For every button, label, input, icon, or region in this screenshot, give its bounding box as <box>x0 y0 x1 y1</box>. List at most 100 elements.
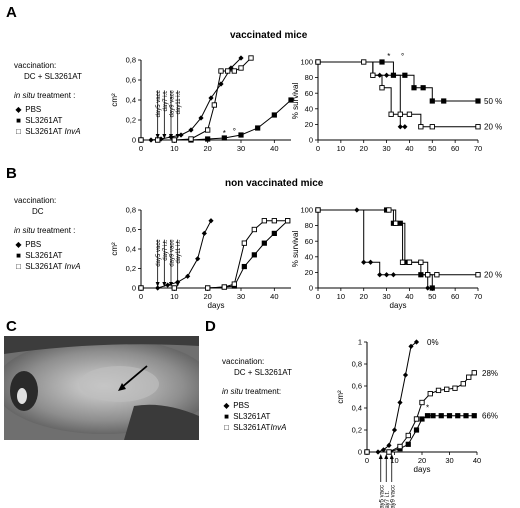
treatment-arrow: day9 vacc <box>389 454 396 508</box>
panel-b-title: non vaccinated mice <box>225 178 324 189</box>
data-point <box>463 413 469 419</box>
x-tick-label: 50 <box>428 292 436 301</box>
x-tick-label: 0 <box>316 144 320 153</box>
y-tick-label: 0,4 <box>126 245 136 254</box>
series-line <box>141 220 288 289</box>
data-point <box>379 59 385 65</box>
data-point <box>188 136 194 142</box>
series-open-square <box>315 59 481 130</box>
y-tick-label: 0,6 <box>126 225 136 234</box>
x-tick-label: 0 <box>139 144 143 153</box>
x-tick-label: 50 <box>428 144 436 153</box>
data-point <box>405 441 411 447</box>
data-point <box>364 449 370 455</box>
data-point <box>380 447 387 453</box>
treatment-em: in situ <box>222 387 243 396</box>
data-point <box>397 111 403 117</box>
data-point <box>402 72 408 78</box>
series-line <box>318 209 429 288</box>
y-tick-label: 0,8 <box>126 56 136 65</box>
filled-square-icon: ■ <box>16 251 21 260</box>
series-square <box>364 413 477 455</box>
data-point <box>386 449 392 455</box>
significance-marker: ° <box>401 52 404 61</box>
significance-marker: * <box>387 52 390 61</box>
y-tick-label: 0 <box>358 448 362 457</box>
y-tick-label: 0 <box>132 136 136 145</box>
data-point <box>383 72 390 78</box>
data-point <box>466 374 472 380</box>
data-point <box>171 285 177 291</box>
data-point <box>455 413 461 419</box>
data-point <box>406 111 413 117</box>
x-axis-label: days <box>208 301 225 310</box>
data-point <box>393 220 399 226</box>
data-point <box>251 252 257 258</box>
legend-item-sl3261at-inva: SL3261AT <box>25 262 63 271</box>
data-point <box>383 272 390 278</box>
y-tick-label: 0,6 <box>352 382 362 391</box>
panel-d-legend: vaccination: DC + SL3261AT in situ treat… <box>222 356 292 433</box>
data-point <box>138 137 144 143</box>
end-label: 66% <box>482 412 498 421</box>
y-axis-label: % survival <box>291 231 300 268</box>
panel-a-title: vaccinated mice <box>230 30 308 41</box>
data-point <box>251 226 257 233</box>
open-square-icon: □ <box>224 423 229 432</box>
treatment-arrow: day7 i.t. <box>384 454 391 508</box>
diamond-icon: ◆ <box>223 401 230 410</box>
data-point <box>441 98 447 104</box>
data-point <box>198 115 204 121</box>
data-point <box>429 124 435 130</box>
data-point <box>413 339 420 345</box>
y-tick-label: 0,2 <box>126 116 136 125</box>
treatment-label: day7 i.t. <box>385 491 391 508</box>
treatment-arrow: day9 vacc <box>169 90 176 139</box>
panel-a-letter: A <box>6 4 17 21</box>
series-square <box>315 207 435 291</box>
diamond-icon: ◆ <box>15 105 22 114</box>
y-tick-label: 0,4 <box>352 404 362 413</box>
series-open-square <box>364 370 477 455</box>
series-line <box>318 61 478 102</box>
legend-item-sl3261at-inva: SL3261AT <box>25 127 63 136</box>
treatment-label: day7 i.t. <box>163 239 169 260</box>
vaccination-value: DC <box>32 207 44 216</box>
data-point <box>420 85 426 91</box>
open-square-icon: □ <box>16 262 21 271</box>
end-label: 0% <box>427 338 439 347</box>
legend-item-sl3261at-inva: SL3261AT <box>233 423 271 432</box>
data-point <box>231 68 237 74</box>
legend-item-pbs: PBS <box>233 401 250 410</box>
data-point <box>315 207 321 213</box>
axes: 0 10 20 30 40 50 60 70 0 20 40 60 80 100 <box>300 206 482 301</box>
data-point <box>238 55 244 61</box>
treatment-label: day11 i.t. <box>176 239 182 263</box>
y-tick-label: 0 <box>309 284 313 293</box>
treatment-label: day11 i.t. <box>176 90 182 114</box>
data-point <box>397 443 403 450</box>
data-point <box>418 259 424 265</box>
y-axis-label: cm² <box>110 93 119 107</box>
treatment-em: in situ <box>14 226 35 235</box>
y-tick-label: 0 <box>309 136 313 145</box>
y-tick-label: 40 <box>305 104 313 113</box>
treatment-label: day5 vacc <box>379 485 385 508</box>
data-point <box>471 370 477 376</box>
treatment-arrow: day11 i.t. <box>175 239 182 287</box>
series-diamond <box>315 207 431 291</box>
treatment-label: day9 vacc <box>390 485 396 508</box>
chart-a-survival: 0 10 20 30 40 50 60 70 0 20 40 60 80 100 % survival * ° 5… <box>291 52 502 153</box>
data-point <box>411 85 417 91</box>
treatment-arrow: day9 vacc <box>169 239 176 287</box>
data-point <box>434 272 440 278</box>
y-tick-label: 0,8 <box>352 360 362 369</box>
panel-b-letter: B <box>6 165 17 182</box>
axes: 0 10 20 30 40 50 60 70 0 20 40 60 80 100 <box>300 58 482 153</box>
data-point <box>425 272 431 278</box>
data-point <box>261 218 267 224</box>
diamond-icon: ◆ <box>15 240 22 249</box>
panel-b-legend: vaccination: DC in situ treatment : ◆ PB… <box>14 195 81 272</box>
treatment-arrow: day11 i.t. <box>175 90 182 139</box>
